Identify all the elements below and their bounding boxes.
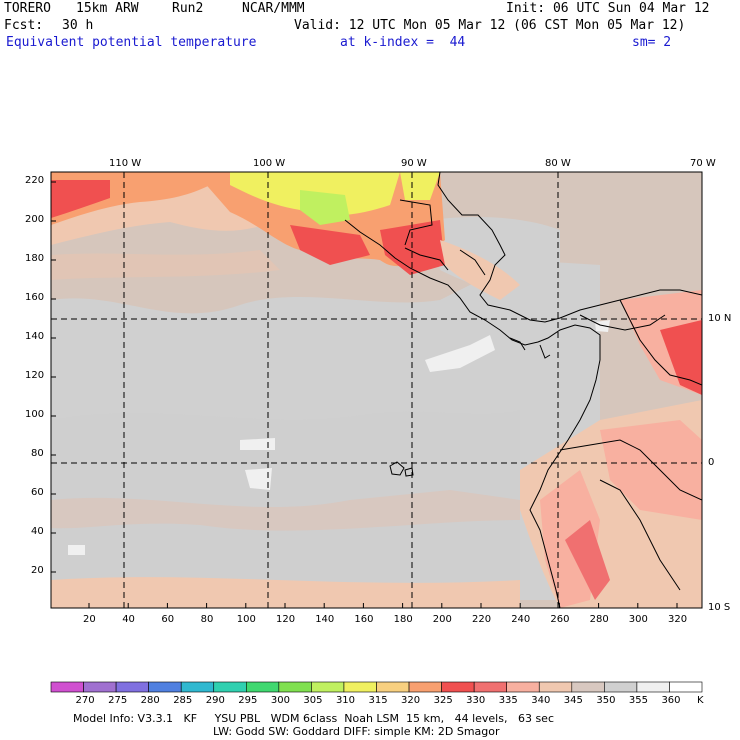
- colorbar-label: 300: [270, 695, 290, 706]
- x-tick-label: 80: [200, 614, 214, 625]
- colorbar-label: 290: [205, 695, 225, 706]
- colorbar-label: 270: [75, 695, 95, 706]
- colorbar-swatch: [506, 681, 540, 693]
- latlon-grid: [51, 172, 702, 608]
- x-tick-label: 140: [315, 614, 335, 625]
- x-tick-label: 220: [472, 614, 492, 625]
- colorbar-swatch: [376, 681, 410, 693]
- theta-e-field: [51, 172, 702, 608]
- model-resolution: 15km ARW: [76, 1, 139, 16]
- colorbar-label: 335: [498, 695, 518, 706]
- colorbar-label: 360: [661, 695, 681, 706]
- y-tick-label: 60: [31, 487, 44, 498]
- colorbar-swatch: [571, 681, 605, 693]
- colorbar-swatch: [148, 681, 182, 693]
- forecast-label: Fcst:: [4, 18, 44, 33]
- colorbar-swatch: [115, 681, 149, 693]
- map-frame: [50, 171, 703, 609]
- x-tick-label: 200: [432, 614, 452, 625]
- coastlines: [344, 172, 702, 608]
- colorbar-label: 320: [401, 695, 421, 706]
- colorbar-label: 310: [335, 695, 356, 706]
- colorbar-unit: K: [697, 695, 704, 706]
- colorbar-swatch: [311, 681, 345, 693]
- colorbar-swatch: [50, 681, 84, 693]
- field-title: Equivalent potential temperature: [6, 35, 257, 50]
- lon-label-70w: 70 W: [690, 158, 716, 169]
- colorbar-swatch: [538, 681, 573, 693]
- x-tick-label: 160: [354, 614, 374, 625]
- colorbar-label: 275: [108, 695, 128, 706]
- colorbar-swatch: [278, 681, 312, 693]
- forecast-hours: 30 h: [62, 18, 94, 33]
- run-label: Run2: [172, 1, 204, 16]
- colorbar-label: 340: [531, 695, 551, 706]
- y-tick-label: 120: [25, 370, 45, 381]
- colorbar-swatch: [246, 681, 280, 693]
- colorbar-label: 350: [596, 695, 616, 706]
- colorbar-swatch: [669, 681, 703, 693]
- lat-label-10s: 10 S: [708, 602, 731, 613]
- colorbar-swatch: [636, 681, 670, 693]
- smoothing-label: sm= 2: [632, 35, 672, 50]
- y-tick-label: 200: [25, 214, 45, 225]
- y-tick-label: 160: [25, 292, 45, 303]
- y-tick-label: 220: [25, 175, 45, 186]
- level-label: at k-index = 44: [340, 35, 466, 50]
- lon-label-90w: 90 W: [401, 158, 427, 169]
- lat-label-10n: 10 N: [708, 313, 732, 324]
- colorbar-swatch: [83, 681, 117, 693]
- colorbar-swatch: [343, 681, 377, 693]
- colorbar-swatch: [604, 681, 638, 693]
- y-tick-label: 140: [25, 331, 45, 342]
- x-tick-label: 280: [589, 614, 609, 625]
- colorbar-label: 325: [433, 695, 453, 706]
- colorbar-label: 305: [303, 695, 323, 706]
- x-tick-label: 240: [511, 614, 531, 625]
- colorbar-swatch: [408, 681, 442, 693]
- colorbar-label: 285: [173, 695, 193, 706]
- x-tick-label: 20: [83, 614, 96, 625]
- colorbar-label: 345: [563, 695, 583, 706]
- y-tick-label: 40: [31, 526, 44, 537]
- colorbar-label: 330: [466, 695, 486, 706]
- lat-label-0: 0: [708, 457, 715, 468]
- lon-label-100w: 100 W: [253, 158, 286, 169]
- x-tick-label: 40: [122, 614, 135, 625]
- valid-time: Valid: 12 UTC Mon 05 Mar 12 (06 CST Mon …: [294, 18, 686, 33]
- x-tick-label: 180: [393, 614, 413, 625]
- y-tick-label: 180: [25, 253, 45, 264]
- org-label: NCAR/MMM: [242, 1, 305, 16]
- init-time: Init: 06 UTC Sun 04 Mar 12: [506, 1, 710, 16]
- x-tick-label: 260: [550, 614, 570, 625]
- y-tick-label: 80: [31, 448, 44, 459]
- lon-label-80w: 80 W: [545, 158, 571, 169]
- colorbar-label: 295: [238, 695, 258, 706]
- y-tick-label: 100: [25, 409, 45, 420]
- x-tick-label: 60: [161, 614, 175, 625]
- colorbar-label: 280: [140, 695, 160, 706]
- model-info-line2: LW: Godd SW: Goddard DIFF: simple KM: 2D…: [213, 725, 500, 738]
- colorbar: [50, 681, 703, 693]
- colorbar-label: 355: [628, 695, 648, 706]
- colorbar-swatch: [180, 681, 215, 693]
- colorbar-swatch: [473, 681, 507, 693]
- lon-label-110w: 110 W: [109, 158, 142, 169]
- model-name: TORERO: [4, 1, 51, 16]
- colorbar-label: 315: [368, 695, 388, 706]
- model-info-line1: Model Info: V3.3.1 KF YSU PBL WDM 6class…: [73, 712, 554, 725]
- x-tick-label: 320: [668, 614, 688, 625]
- colorbar-swatch: [441, 681, 475, 693]
- x-tick-label: 100: [236, 614, 256, 625]
- x-tick-label: 300: [628, 614, 648, 625]
- x-tick-label: 120: [276, 614, 296, 625]
- colorbar-swatch: [213, 681, 247, 693]
- axis-ticks: [51, 181, 678, 608]
- y-tick-label: 20: [31, 565, 44, 576]
